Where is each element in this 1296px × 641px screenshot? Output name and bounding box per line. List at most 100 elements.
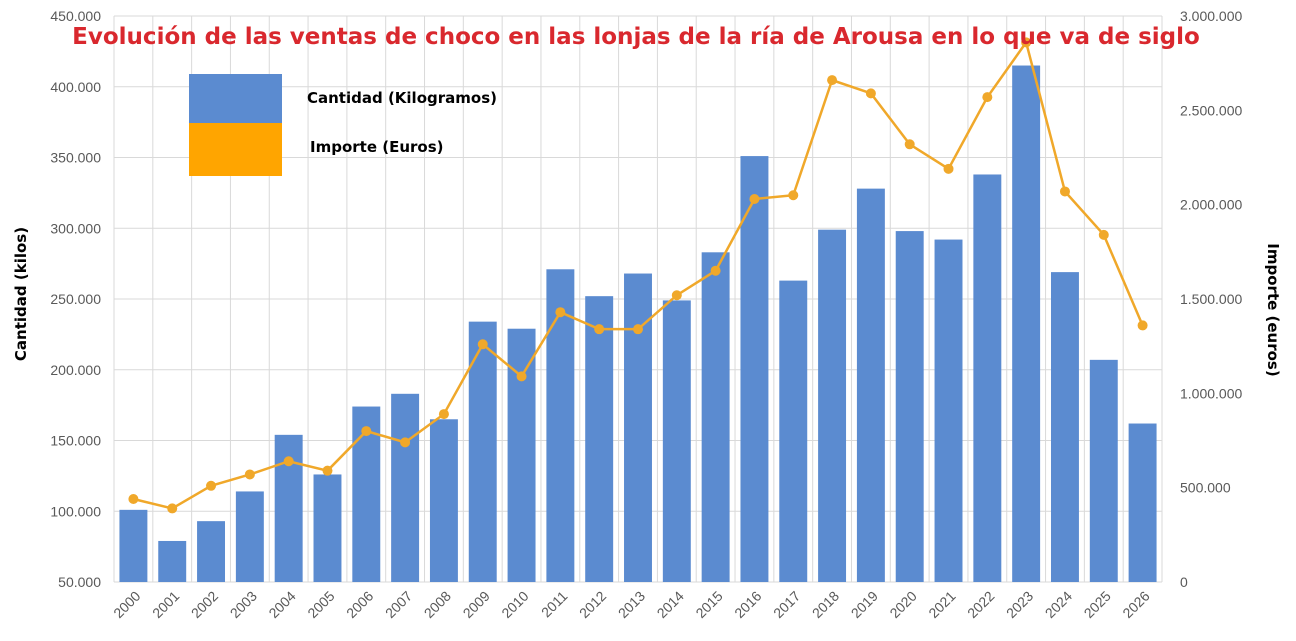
x-tick-label: 2017 [770,588,803,621]
legend: Cantidad (Kilogramos) Importe (Euros) [189,74,497,176]
x-tick-label: 2013 [615,588,648,621]
line-series [128,37,1148,514]
bar [429,419,458,582]
x-tick-label: 2006 [343,588,376,621]
line-point [167,503,178,514]
x-tick-label: 2004 [265,588,298,621]
line-point [865,88,876,99]
y-tick-label: 250.000 [50,291,101,307]
y-tick-label: 200.000 [50,362,101,378]
line-point [904,139,915,150]
line-point [1098,229,1109,240]
right-axis-title: Importe (euros) [1264,243,1282,376]
bar [779,280,808,582]
bar [235,491,264,582]
x-tick-label: 2001 [149,588,182,621]
x-tick-label: 2019 [848,588,881,621]
x-tick-label: 2022 [964,588,997,621]
x-tick-label: 2007 [382,588,415,621]
line-point [128,493,139,504]
line-point [244,469,255,480]
line-point [710,265,721,276]
line-point [982,92,993,103]
bar [1050,272,1079,582]
bar [119,509,148,582]
chart-title: Evolución de las ventas de choco en las … [72,24,1200,50]
bar [507,328,536,582]
bar [856,188,885,582]
bar [701,252,730,582]
x-tick-label: 2005 [304,588,337,621]
y2-tick-label: 500.000 [1180,480,1231,496]
x-tick-label: 2018 [809,588,842,621]
y2-tick-label: 2.500.000 [1180,102,1242,118]
x-tick-label: 2025 [1081,588,1114,621]
x-tick-label: 2011 [538,588,571,621]
left-axis-ticks: 50.000 100.000 150.000 200.000 250.000 300.00… [50,8,101,590]
line-point [477,339,488,350]
x-tick-label: 2015 [692,588,725,621]
x-tick-label: 2003 [227,588,260,621]
bar [468,321,497,582]
bar [585,296,614,582]
y2-tick-label: 2.000.000 [1180,197,1242,213]
y-tick-label: 450.000 [50,8,101,24]
line-point [749,194,760,205]
line-point [943,163,954,174]
left-axis-title: Cantidad (kilos) [12,227,30,361]
line-point [1059,186,1070,197]
y-tick-label: 350.000 [50,150,101,166]
line-point [788,190,799,201]
y2-tick-label: 0 [1180,574,1188,590]
bar [818,229,847,583]
bar [546,269,575,582]
x-tick-label: 2014 [654,588,687,621]
x-tick-label: 2021 [925,588,958,621]
legend-label-cantidad: Cantidad (Kilogramos) [307,89,497,107]
line-point [1021,37,1032,48]
x-tick-label: 2016 [731,588,764,621]
bar [973,174,1002,583]
line-point [438,409,449,420]
y2-tick-label: 1.000.000 [1180,385,1242,401]
y-tick-label: 400.000 [50,79,101,95]
bar [895,231,924,582]
legend-label-importe: Importe (Euros) [310,138,443,156]
legend-swatch-cantidad [189,74,282,123]
bar [740,156,769,582]
x-tick-label: 2023 [1003,588,1036,621]
x-tick-label: 2008 [421,588,454,621]
y-tick-label: 300.000 [50,220,101,236]
line-point [827,75,838,86]
line-point [1137,320,1148,331]
x-tick-label: 2012 [576,588,609,621]
x-tick-label: 2024 [1042,588,1075,621]
bar [662,300,691,582]
y-tick-label: 50.000 [58,574,101,590]
line-point [322,465,333,476]
x-tick-label: 2010 [498,588,531,621]
bar [934,239,963,582]
line-point [361,426,372,437]
legend-swatch-importe [189,123,282,176]
bar [1012,65,1041,582]
y2-tick-label: 1.500.000 [1180,291,1242,307]
line-point [206,480,217,491]
bar [391,393,420,582]
y-tick-label: 150.000 [50,433,101,449]
line-point [594,324,605,335]
bar [158,540,187,582]
line-point [400,437,411,448]
line-point [671,290,682,301]
line-point [283,456,294,467]
x-tick-label: 2020 [886,588,919,621]
y2-tick-label: 3.000.000 [1180,8,1242,24]
bar [197,521,226,582]
x-tick-label: 2026 [1119,588,1152,621]
y-tick-label: 100.000 [50,503,101,519]
bar [313,474,342,582]
right-axis-ticks: 0 500.000 1.000.000 1.500.000 2.000.000 2.500… [1180,8,1242,590]
x-tick-label: 2000 [110,588,143,621]
x-tick-label: 2009 [460,588,493,621]
